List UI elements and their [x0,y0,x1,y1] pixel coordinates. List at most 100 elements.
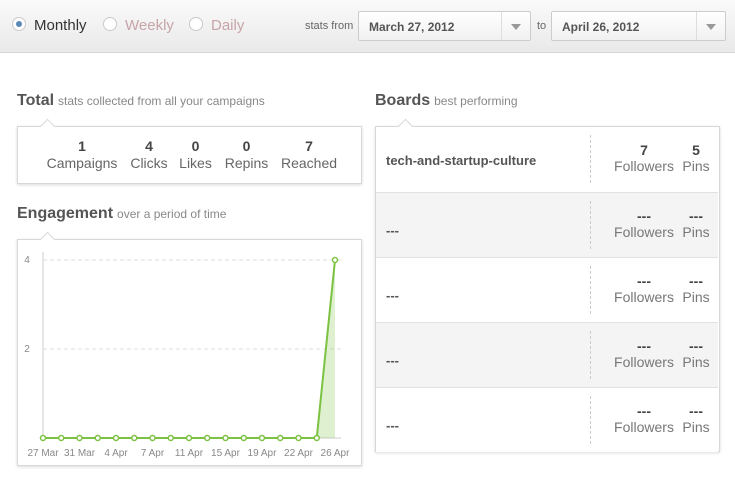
stat: 7 Reached [280,138,338,171]
pins-value: --- [689,208,703,224]
point [313,434,320,442]
board-row: --- --- Followers --- Pins [376,192,718,257]
stat-label: Likes [179,155,212,171]
board-name: --- [386,418,399,433]
point [295,434,302,442]
point [94,434,101,442]
x-tick-label: 19 Apr [248,448,278,459]
stat: 0 Likes [179,138,212,171]
dropdown-arrow [696,12,725,40]
period-label[interactable]: Daily [211,17,245,34]
x-tick-label: 4 Apr [104,448,128,459]
pins-label: Pins [682,419,710,435]
stat-value: 7 [305,138,313,154]
engagement-heading: Engagement over a period of time [17,205,226,223]
total-box [17,126,362,184]
followers-label: Followers [614,419,674,435]
point [258,434,266,442]
followers: --- Followers [609,338,679,370]
stat-label: Clicks [130,155,168,171]
pins: --- Pins [679,273,713,305]
point [112,434,120,442]
point [222,434,229,442]
separator [590,396,591,444]
x-tick-label: 26 Apr [321,448,351,459]
followers-value: --- [637,208,651,224]
separator [590,201,591,249]
point [277,434,284,442]
point [39,434,47,442]
stat-label: Repins [224,155,269,171]
stat: 1 Campaigns [46,138,118,171]
engagement-chart: 2 4 27 Mar 31 Mar 4 Apr 7 Apr 11 Apr 15 Apr 19 A… [24,252,351,459]
to-date: April 26, 2012 [562,20,640,34]
stat-value: 0 [242,138,251,154]
radio-button[interactable] [103,17,117,31]
point [167,434,174,442]
point [131,434,138,442]
pins-value: --- [689,403,703,419]
boards-title: Boards [375,92,431,109]
separator [590,266,591,314]
followers-value: --- [637,403,651,419]
stat-value: 1 [78,138,86,154]
radio-button[interactable] [189,17,203,31]
total-heading: Total stats collected from all your campa… [17,92,265,110]
y-tick-label: 4 [24,255,30,266]
dropdown-arrow [501,12,530,40]
y-tick-label: 2 [24,344,30,355]
period-label[interactable]: Weekly [125,17,174,34]
stat-label: Campaigns [46,155,118,171]
board-name: tech-and-startup-culture [386,153,537,168]
followers-label: Followers [614,158,674,174]
board-row: --- --- Followers --- Pins [376,257,718,322]
pins-label: Pins [682,224,710,240]
from-date: March 27, 2012 [369,20,455,34]
stat-value: 4 [145,138,153,154]
separator [590,331,591,379]
pins: --- Pins [679,338,713,370]
pins: --- Pins [679,208,713,240]
pins-value: --- [689,338,703,354]
to-date-select[interactable]: April 26, 2012 [551,11,726,41]
boards-heading: Boards best performing [375,92,518,110]
followers-label: Followers [614,354,674,370]
period-label[interactable]: Monthly [34,17,87,34]
x-tick-label: 7 Apr [141,448,165,459]
point [331,256,339,264]
followers-value: 7 [640,142,648,158]
point [58,434,65,442]
board-row: --- --- Followers --- Pins [376,387,718,452]
board-name: --- [386,223,399,238]
point [185,434,193,442]
boards-subtitle: best performing [434,94,518,108]
followers: --- Followers [609,208,679,240]
stat-label: Reached [280,155,338,171]
radio-button[interactable] [12,17,26,31]
pins-label: Pins [682,289,710,305]
pins: 5 Pins [679,142,713,174]
board-name: --- [386,288,399,303]
point [204,434,211,442]
x-tick-label: 22 Apr [284,448,314,459]
x-tick-label: 15 Apr [211,448,241,459]
from-label: stats from [305,20,354,32]
x-tick-label: 27 Mar [27,448,59,459]
followers: --- Followers [609,273,679,305]
total-title: Total [17,92,55,109]
board-name: --- [386,353,399,368]
engagement-box [17,239,362,466]
point [149,434,156,442]
pins-value: --- [689,273,703,289]
point [240,434,247,442]
pins-label: Pins [682,158,710,174]
from-date-select[interactable]: March 27, 2012 [358,11,531,41]
engagement-subtitle: over a period of time [117,207,227,221]
separator [590,135,591,183]
followers-value: --- [637,273,651,289]
followers: --- Followers [609,403,679,435]
stat: 0 Repins [224,138,269,171]
x-tick-label: 31 Mar [64,448,96,459]
pins-value: 5 [692,142,700,158]
point [76,434,83,442]
